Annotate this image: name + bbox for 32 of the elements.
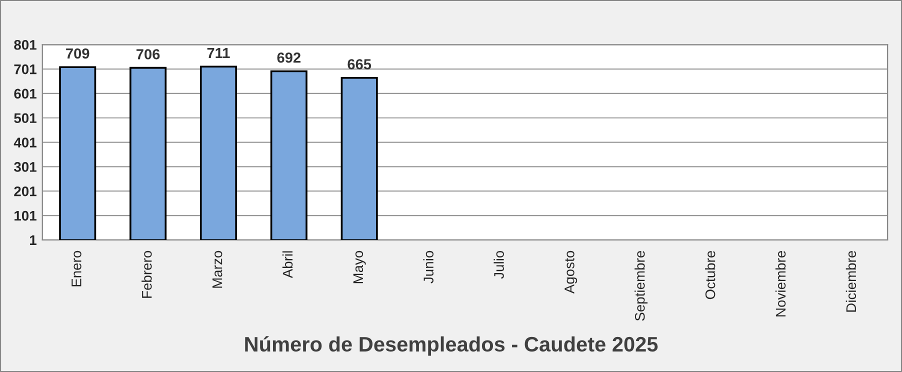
y-tick-label: 501	[14, 113, 36, 124]
y-tick-label: 601	[14, 88, 36, 99]
bar	[200, 66, 237, 240]
x-tick-label: Enero	[72, 250, 82, 286]
x-tick-label: Febrero	[142, 250, 152, 298]
x-tick-label: Octubre	[705, 250, 716, 300]
data-label: 709	[66, 48, 90, 59]
y-tick-label: 301	[14, 162, 36, 172]
x-tick-label: Noviembre	[775, 250, 786, 316]
x-tick-label: Diciembre	[846, 250, 856, 312]
y-tick-label: 101	[14, 210, 36, 221]
data-label: 706	[136, 49, 160, 60]
bar	[340, 76, 378, 240]
text: Número de Desempleados - Caudete 2025	[245, 336, 658, 356]
x-tick-label: Septiembre	[634, 250, 648, 321]
y-tick-label: 701	[14, 64, 36, 74]
bar	[59, 66, 96, 240]
bar	[270, 70, 308, 240]
y-tick-label: 201	[14, 186, 36, 196]
bar	[130, 66, 167, 240]
y-tick-label: 801	[14, 40, 36, 50]
x-tick-label: Marzo	[212, 250, 222, 288]
data-label: 711	[207, 48, 230, 58]
data-label: 665	[348, 59, 372, 70]
y-tick-label: 1	[30, 235, 36, 245]
data-label: 692	[277, 52, 300, 63]
x-tick-label: Julio	[494, 250, 504, 279]
x-tick-label: Mayo	[353, 250, 366, 284]
x-tick-label: Agosto	[564, 250, 578, 294]
y-tick-label: 401	[14, 138, 36, 148]
x-tick-label: Abril	[282, 251, 293, 278]
x-tick-label: Junio	[423, 250, 434, 284]
